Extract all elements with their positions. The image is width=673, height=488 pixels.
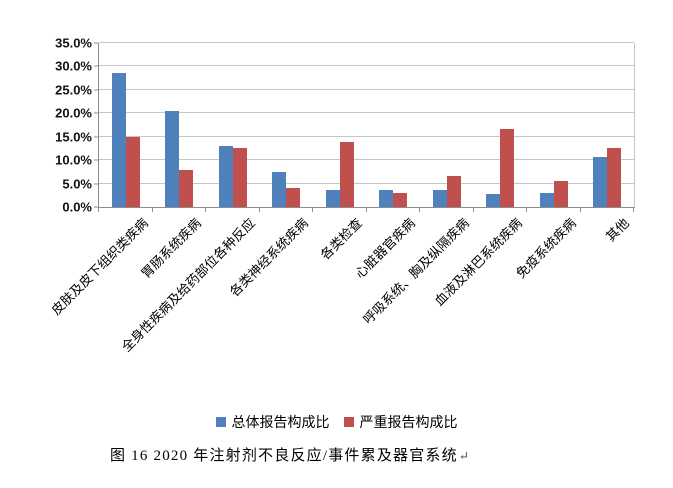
legend-item-serious: 严重报告构成比 bbox=[343, 412, 458, 432]
gridline bbox=[99, 42, 634, 43]
bar-group bbox=[206, 43, 260, 207]
bar-serious bbox=[500, 128, 515, 207]
y-tick-mark bbox=[94, 183, 98, 185]
x-tick-mark bbox=[98, 208, 99, 212]
y-tick-label: 5.0% bbox=[62, 176, 92, 192]
y-tick-label: 20.0% bbox=[55, 105, 92, 121]
legend-swatch-serious bbox=[343, 417, 354, 427]
bar-overall bbox=[539, 192, 554, 207]
y-axis-labels: 0.0% 5.0% 10.0% 15.0% 20.0% 25.0% 30.0% 35.0% bbox=[0, 37, 92, 214]
x-tick-mark bbox=[205, 208, 206, 212]
bar-overall bbox=[165, 110, 180, 207]
bar-serious bbox=[446, 175, 461, 207]
y-tick-mark bbox=[94, 206, 98, 208]
x-tick-mark bbox=[526, 208, 527, 212]
x-tick-mark bbox=[579, 208, 581, 212]
legend-label-overall: 总体报告构成比 bbox=[231, 416, 330, 431]
legend-label-serious: 严重报告构成比 bbox=[359, 416, 458, 431]
y-tick-label: 25.0% bbox=[55, 82, 92, 98]
bar-serious bbox=[286, 188, 301, 207]
x-tick-mark bbox=[633, 208, 634, 212]
bar-overall bbox=[593, 156, 608, 207]
legend-swatch-overall bbox=[215, 417, 226, 427]
y-axis-tick-marks bbox=[94, 42, 98, 208]
x-category-label: 其他 bbox=[603, 215, 633, 245]
x-tick-mark bbox=[472, 208, 474, 212]
x-axis-tick-marks bbox=[98, 208, 634, 212]
y-tick-mark bbox=[94, 89, 98, 91]
bar-overall bbox=[218, 146, 233, 207]
y-tick-mark bbox=[94, 42, 98, 44]
gridline bbox=[99, 159, 634, 161]
x-tick-mark bbox=[258, 208, 260, 212]
x-category-label: 皮肤及皮下组织类疾病 bbox=[48, 215, 151, 318]
x-tick-mark bbox=[312, 208, 313, 212]
gridline bbox=[99, 65, 634, 67]
bar-serious bbox=[339, 141, 354, 207]
bar-group bbox=[527, 43, 581, 207]
y-tick-mark bbox=[94, 159, 98, 161]
bar-serious bbox=[553, 181, 568, 207]
bar-serious bbox=[232, 147, 247, 207]
x-tick-mark bbox=[419, 208, 420, 212]
bar-overall bbox=[486, 193, 501, 207]
caption-text: 图 16 2020 年注射剂不良反应/事件累及器官系统 bbox=[110, 448, 458, 464]
legend-item-overall: 总体报告构成比 bbox=[215, 412, 330, 432]
bar-serious bbox=[393, 192, 408, 207]
gridline bbox=[99, 112, 634, 114]
bar-overall bbox=[272, 171, 287, 207]
bar-overall bbox=[379, 189, 394, 207]
y-tick-label: 30.0% bbox=[55, 58, 92, 74]
paragraph-return-mark: ↵ bbox=[458, 449, 469, 463]
x-category-label: 各类检查 bbox=[317, 215, 365, 263]
bar-group bbox=[420, 43, 474, 207]
x-category-label: 呼吸系统、胸及纵隔疾病 bbox=[359, 215, 472, 328]
y-tick-mark bbox=[94, 136, 98, 138]
y-tick-label: 10.0% bbox=[55, 152, 92, 168]
gridline bbox=[99, 182, 634, 184]
gridline bbox=[99, 88, 634, 90]
x-tick-mark bbox=[365, 208, 367, 212]
bar-group bbox=[260, 43, 314, 207]
bar-group bbox=[581, 43, 635, 207]
x-axis-labels: 皮肤及皮下组织类疾病 胃肠系统疾病 全身性疾病及给药部位各种反应 各类神经系统疾病 各类… bbox=[48, 215, 633, 386]
y-tick-label: 35.0% bbox=[55, 35, 92, 51]
bar-overall bbox=[111, 72, 126, 207]
bar-group bbox=[99, 43, 153, 207]
bar-overall bbox=[325, 189, 340, 207]
gridline bbox=[99, 135, 634, 137]
bar-group bbox=[153, 43, 207, 207]
y-tick-label: 0.0% bbox=[62, 199, 92, 215]
bar-group bbox=[313, 43, 367, 207]
bar-serious bbox=[125, 136, 140, 207]
figure-caption: 图 16 2020 年注射剂不良反应/事件累及器官系统↵ bbox=[110, 444, 469, 465]
x-tick-mark bbox=[151, 208, 153, 212]
plot-area bbox=[98, 42, 635, 208]
bar-serious bbox=[179, 169, 194, 207]
chart-legend: 总体报告构成比 严重报告构成比 bbox=[0, 412, 673, 432]
bar-group bbox=[474, 43, 528, 207]
y-tick-mark bbox=[94, 65, 98, 67]
bar-serious bbox=[607, 148, 622, 207]
y-tick-mark bbox=[94, 112, 98, 114]
y-tick-label: 15.0% bbox=[55, 129, 92, 145]
bar-overall bbox=[432, 189, 447, 207]
bar-group bbox=[367, 43, 421, 207]
